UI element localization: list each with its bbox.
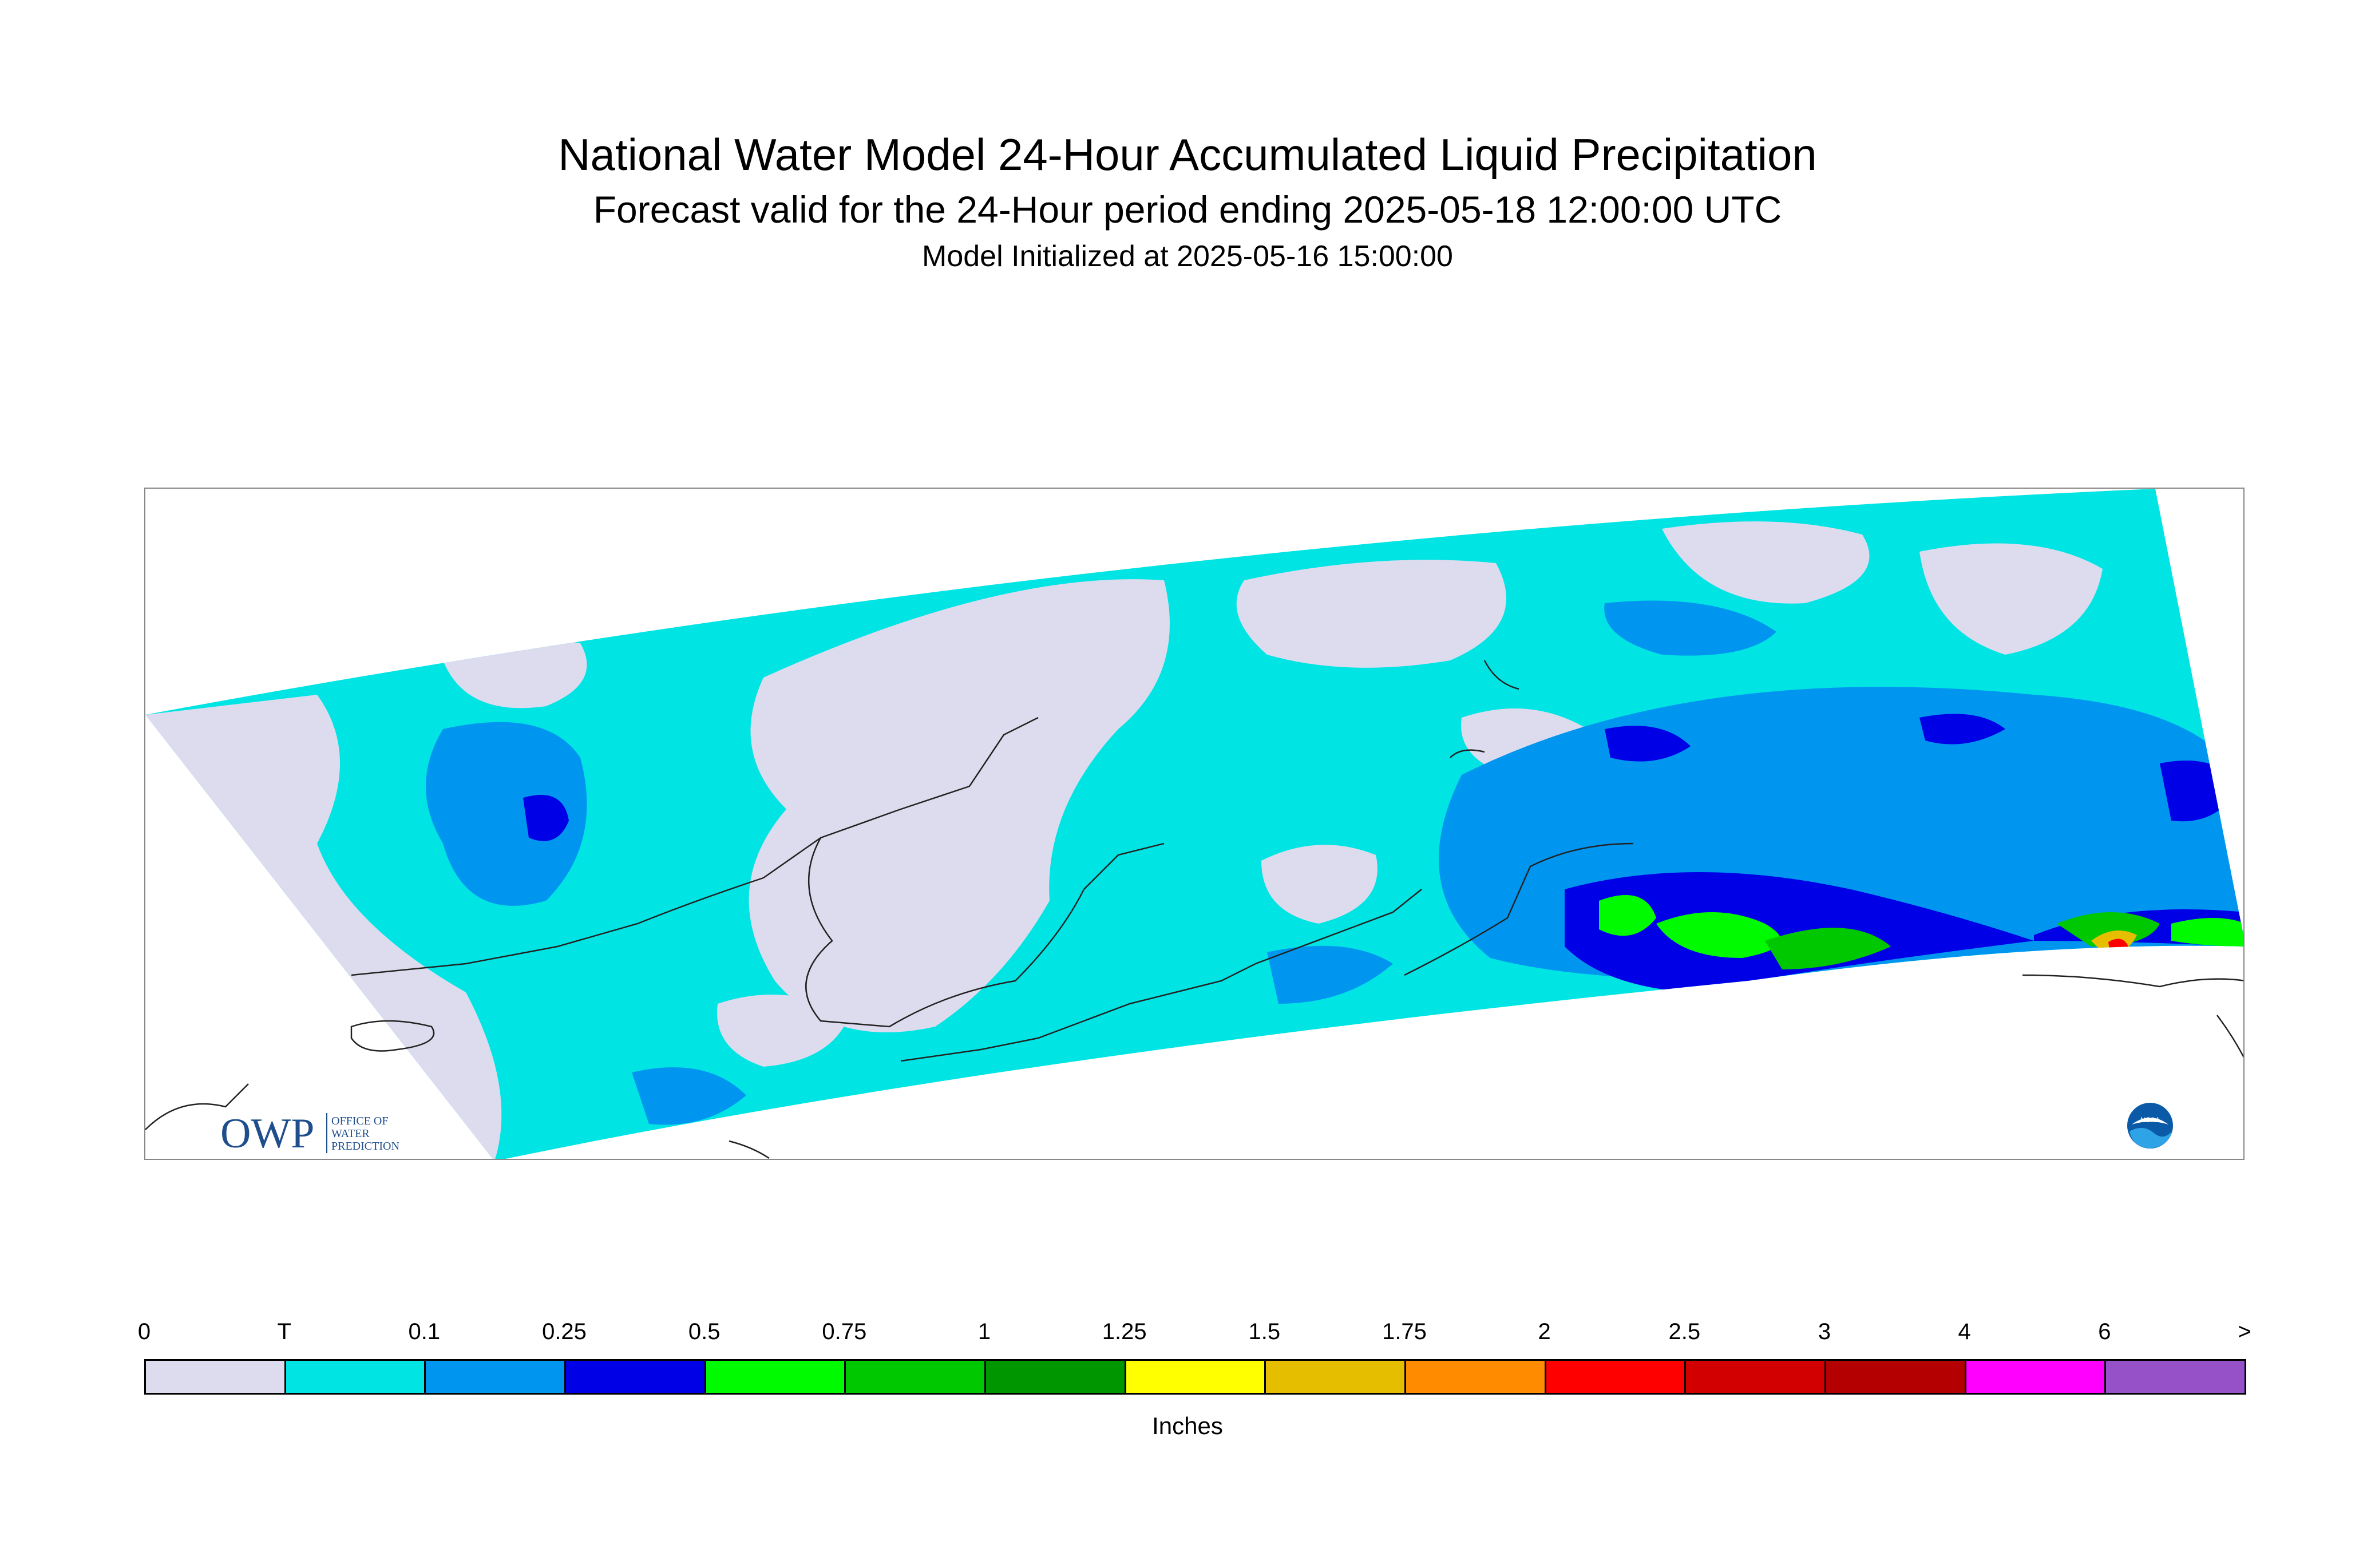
heavy-precip-area	[1765, 928, 1891, 969]
coastline	[351, 716, 1039, 976]
svg-text:PREDICTION: PREDICTION	[331, 1140, 399, 1153]
light-precip-area	[632, 1067, 746, 1125]
legend-swatch	[1544, 1359, 1687, 1395]
moderate-precip-area	[523, 795, 569, 841]
legend-tick-label: 1.5	[1248, 1319, 1281, 1344]
coastline	[729, 1140, 770, 1159]
zero-precip-area	[1236, 560, 1506, 668]
coastline	[1404, 842, 1634, 976]
coastline	[2216, 1015, 2243, 1058]
legend-tick-label: 0	[137, 1319, 151, 1344]
coastline	[900, 889, 1422, 1062]
noaa-logo: NOAA	[2127, 1103, 2173, 1149]
map-title: National Water Model 24-Hour Accumulated…	[558, 129, 1817, 180]
zero-precip-area	[717, 995, 849, 1067]
precipitation-map	[144, 488, 2245, 1160]
moderate-precip-area	[2160, 761, 2240, 822]
legend-swatch	[284, 1359, 426, 1395]
coastlines	[145, 660, 2243, 1159]
legend-tick-label: 4	[1958, 1319, 1971, 1344]
zero-precip-area	[1662, 521, 1870, 604]
zero-precip-area	[1261, 845, 1378, 924]
legend-tick-label: T	[277, 1319, 291, 1344]
legend-swatch	[1964, 1359, 2107, 1395]
color-legend	[144, 1359, 2246, 1395]
legend-tick-label: 0.25	[542, 1319, 587, 1344]
legend-swatch	[1824, 1359, 1966, 1395]
legend-tick-label: 6	[2098, 1319, 2111, 1344]
legend-tick-label: 0.75	[822, 1319, 867, 1344]
legend-swatch	[984, 1359, 1126, 1395]
owp-logo: OWP OFFICE OF WATER PREDICTION	[220, 1107, 426, 1162]
legend-tick-label: 0.1	[408, 1319, 441, 1344]
legend-swatch	[1124, 1359, 1266, 1395]
svg-text:WATER: WATER	[331, 1127, 370, 1140]
legend-tick-label: 1	[977, 1319, 991, 1344]
light-precip-area	[1267, 945, 1393, 1004]
coastline	[350, 1020, 435, 1052]
moderate-precip-area	[1919, 714, 2005, 745]
owp-logo-graphic: OWP OFFICE OF WATER PREDICTION	[220, 1110, 399, 1157]
svg-text:NOAA: NOAA	[2140, 1116, 2160, 1124]
coastline	[805, 837, 1165, 1028]
heavy-precip-area	[1599, 895, 1656, 936]
moderate-precip-area	[1605, 726, 1691, 762]
legend-swatch	[424, 1359, 566, 1395]
legend-tick-label: 0.5	[688, 1319, 721, 1344]
coastline	[2022, 974, 2243, 988]
light-precip-area	[426, 722, 587, 906]
svg-text:OFFICE OF: OFFICE OF	[331, 1115, 388, 1127]
heavy-precip-area	[1656, 912, 1781, 958]
model-domain	[145, 489, 2243, 1159]
legend-tick-label: 2.5	[1668, 1319, 1701, 1344]
coastline	[1483, 660, 1519, 690]
legend-tick-label: 3	[1818, 1319, 1831, 1344]
legend-tick-label: >	[2238, 1319, 2251, 1344]
legend-units-label: Inches	[1152, 1412, 1223, 1439]
legend-tick-label: 1.25	[1102, 1319, 1147, 1344]
legend-swatch	[1264, 1359, 1406, 1395]
legend-swatch	[564, 1359, 706, 1395]
legend-swatch	[1404, 1359, 1546, 1395]
legend-tick-label: 1.75	[1382, 1319, 1427, 1344]
legend-swatch	[844, 1359, 986, 1395]
zero-precip-area	[749, 579, 1170, 1032]
legend-swatch	[144, 1359, 286, 1395]
svg-text:OWP: OWP	[220, 1110, 314, 1157]
coastline	[145, 1083, 249, 1130]
coastline	[1450, 749, 1485, 758]
legend-swatch	[704, 1359, 846, 1395]
light-precip-area	[1604, 600, 1776, 656]
heavy-precip-area	[2171, 918, 2243, 947]
zero-precip-area	[1919, 543, 2103, 655]
forecast-valid-subtitle: Forecast valid for the 24-Hour period en…	[593, 188, 1782, 231]
map-canvas	[145, 489, 2243, 1159]
legend-tick-label: 2	[1538, 1319, 1551, 1344]
legend-swatch	[2104, 1359, 2246, 1395]
model-init-subtitle: Model Initialized at 2025-05-16 15:00:00	[922, 240, 1453, 273]
legend-swatch	[1684, 1359, 1826, 1395]
